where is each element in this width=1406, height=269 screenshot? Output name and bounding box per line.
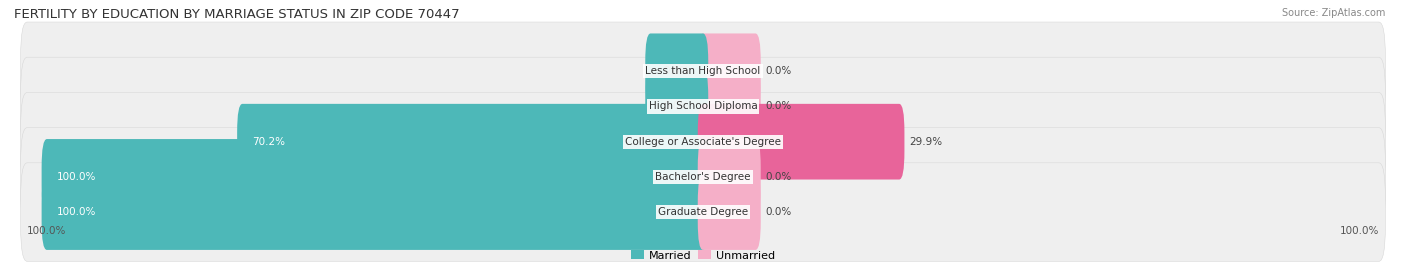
Text: Less than High School: Less than High School [645,66,761,76]
Text: 100.0%: 100.0% [56,207,96,217]
Text: 0.0%: 0.0% [765,172,792,182]
Text: College or Associate's Degree: College or Associate's Degree [626,137,780,147]
Text: 29.9%: 29.9% [910,137,942,147]
FancyBboxPatch shape [42,139,709,215]
Text: 100.0%: 100.0% [56,172,96,182]
FancyBboxPatch shape [21,128,1385,226]
Text: Source: ZipAtlas.com: Source: ZipAtlas.com [1281,8,1385,18]
FancyBboxPatch shape [697,139,761,215]
FancyBboxPatch shape [21,163,1385,261]
FancyBboxPatch shape [21,93,1385,191]
Text: 100.0%: 100.0% [1340,226,1379,236]
FancyBboxPatch shape [21,22,1385,121]
FancyBboxPatch shape [697,69,761,144]
FancyBboxPatch shape [42,174,709,250]
FancyBboxPatch shape [21,57,1385,156]
Text: 100.0%: 100.0% [27,226,66,236]
FancyBboxPatch shape [238,104,709,179]
FancyBboxPatch shape [697,104,904,179]
FancyBboxPatch shape [697,33,761,109]
Text: 0.0%: 0.0% [765,101,792,111]
FancyBboxPatch shape [645,69,709,144]
Text: 0.0%: 0.0% [664,66,690,76]
Text: Graduate Degree: Graduate Degree [658,207,748,217]
Text: Bachelor's Degree: Bachelor's Degree [655,172,751,182]
Text: 0.0%: 0.0% [765,66,792,76]
Text: 70.2%: 70.2% [252,137,285,147]
Text: High School Diploma: High School Diploma [648,101,758,111]
Legend: Married, Unmarried: Married, Unmarried [627,246,779,265]
FancyBboxPatch shape [697,174,761,250]
Text: 0.0%: 0.0% [765,207,792,217]
Text: FERTILITY BY EDUCATION BY MARRIAGE STATUS IN ZIP CODE 70447: FERTILITY BY EDUCATION BY MARRIAGE STATU… [14,8,460,21]
Text: 0.0%: 0.0% [664,101,690,111]
FancyBboxPatch shape [645,33,709,109]
